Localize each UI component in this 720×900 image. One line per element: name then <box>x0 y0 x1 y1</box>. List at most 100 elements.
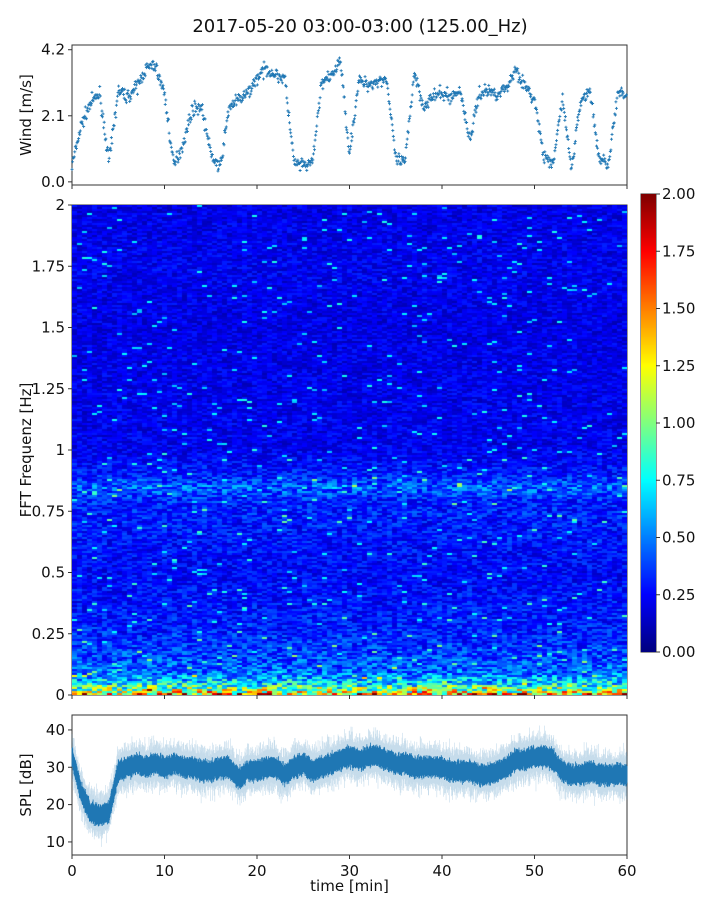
wind-point <box>185 129 189 133</box>
wind-point <box>74 144 78 148</box>
wind-point <box>414 78 418 82</box>
wind-point <box>295 163 299 167</box>
wind-point <box>409 105 413 109</box>
wind-point <box>345 130 349 134</box>
wind-point <box>505 86 509 90</box>
wind-point <box>477 95 481 99</box>
wind-point <box>417 83 421 87</box>
wind-point <box>106 149 110 153</box>
wind-point <box>407 119 411 123</box>
wind-point <box>562 110 566 114</box>
wind-point <box>576 115 580 119</box>
wind-point <box>256 73 260 77</box>
wind-point <box>306 162 310 166</box>
wind-point <box>286 109 290 113</box>
wind-point <box>208 146 212 150</box>
wind-point <box>400 154 404 158</box>
wind-point <box>547 155 551 159</box>
wind-point <box>405 142 409 146</box>
wind-point <box>461 99 465 103</box>
wind-point <box>612 121 616 125</box>
wind-point <box>98 94 102 98</box>
wind-point <box>201 114 205 118</box>
wind-point <box>619 86 623 90</box>
wind-point <box>581 97 585 101</box>
wind-point <box>126 89 130 93</box>
y-axis-label: FFT Frequenz [Hz] <box>17 383 35 518</box>
wind-point <box>606 162 610 166</box>
wind-point <box>570 166 573 170</box>
wind-point <box>309 160 313 164</box>
wind-point <box>180 150 184 154</box>
wind-point <box>498 91 502 95</box>
wind-point <box>303 160 307 164</box>
wind-point <box>157 77 161 81</box>
wind-point <box>83 105 87 109</box>
wind-point <box>170 150 174 154</box>
y-tick-label: 1.25 <box>32 380 65 398</box>
wind-point <box>361 79 365 83</box>
wind-point <box>200 108 204 112</box>
wind-point <box>476 104 480 108</box>
wind-point <box>260 71 264 75</box>
wind-point <box>73 150 77 154</box>
wind-point <box>288 121 292 125</box>
wind-point <box>554 143 558 147</box>
wind-point <box>588 87 592 91</box>
wind-point <box>465 120 469 124</box>
wind-point <box>158 74 162 78</box>
wind-point <box>225 116 229 120</box>
wind-point <box>161 83 165 87</box>
wind-point <box>91 99 95 103</box>
wind-point <box>301 159 305 163</box>
wind-point <box>348 147 352 151</box>
wind-point <box>486 92 490 96</box>
wind-point <box>216 169 220 173</box>
wind-point <box>363 75 367 79</box>
wind-point <box>250 87 254 91</box>
wind-point <box>246 91 250 95</box>
wind-point <box>545 154 549 158</box>
wind-point <box>167 118 171 122</box>
wind-point <box>397 152 401 156</box>
wind-point <box>311 152 315 156</box>
wind-point <box>499 89 503 93</box>
wind-point <box>89 102 93 106</box>
wind-point <box>341 84 345 88</box>
wind-point <box>244 93 248 97</box>
y-tick-label: 0.25 <box>32 625 65 643</box>
wind-point <box>357 78 361 82</box>
wind-point <box>86 110 90 114</box>
y-tick-label: 0.0 <box>41 173 65 191</box>
wind-point <box>578 108 582 112</box>
wind-point <box>305 164 309 168</box>
wind-point <box>221 154 225 158</box>
wind-point <box>405 137 409 141</box>
wind-point <box>541 153 545 157</box>
wind-point <box>169 145 173 149</box>
wind-point <box>412 74 416 78</box>
wind-point <box>610 132 614 136</box>
wind-point <box>485 88 489 92</box>
wind-point <box>528 95 532 99</box>
wind-point <box>223 129 227 133</box>
wind-point <box>321 87 325 91</box>
wind-point <box>275 72 279 76</box>
wind-point <box>615 96 619 100</box>
wind-point <box>111 127 115 131</box>
wind-point <box>482 93 486 97</box>
wind-point <box>437 89 441 93</box>
wind-point <box>290 141 294 145</box>
x-tick-label: 10 <box>155 862 174 880</box>
wind-point <box>101 115 105 119</box>
wind-point <box>217 159 221 163</box>
wind-point <box>411 83 415 87</box>
wind-point <box>432 87 436 91</box>
x-tick-label: 60 <box>617 862 636 880</box>
wind-point <box>384 77 388 81</box>
wind-point <box>291 148 295 152</box>
y-axis-label: Wind [m/s] <box>17 74 35 156</box>
wind-point <box>550 158 554 162</box>
wind-point <box>176 160 180 164</box>
wind-point <box>511 77 515 81</box>
